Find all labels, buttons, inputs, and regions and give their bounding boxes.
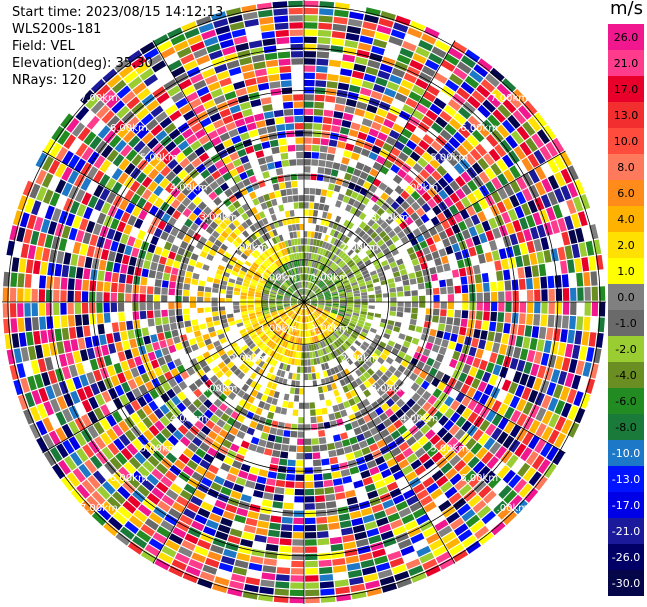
- range-label: 6.00km: [460, 473, 498, 484]
- range-label: 2.00km: [229, 242, 267, 253]
- header-info: Start time: 2023/08/15 14:12:13 WLS200s-…: [12, 4, 223, 89]
- colorbar-bin: [608, 414, 644, 440]
- azimuth-spoke: [303, 301, 456, 564]
- colorbar-bin: [608, 232, 644, 258]
- elevation: Elevation(deg): 35.30: [12, 56, 153, 71]
- azimuth-spokes: [2, 0, 606, 604]
- site-name: WLS200s-181: [12, 22, 102, 37]
- range-label: 5.00km: [140, 443, 178, 454]
- colorbar-tick-label: 13.0: [614, 109, 639, 122]
- colorbar-tick-label: 1.0: [617, 265, 635, 278]
- colorbar-tick-label: -1.0: [615, 317, 636, 330]
- range-label: 2.00km: [341, 242, 379, 253]
- range-label: 3.00km: [200, 213, 238, 224]
- colorbar-tick-label: 26.0: [614, 31, 639, 44]
- colorbar-bin: [608, 180, 644, 206]
- velocity-gates: [2, 0, 606, 604]
- range-label: 1.00km: [311, 272, 349, 283]
- range-label: 7.00km: [490, 503, 528, 514]
- colorbar-tick-label: 21.0: [614, 57, 639, 70]
- range-label: 4.00km: [400, 413, 438, 424]
- colorbar-bin: [608, 102, 644, 128]
- colorbar-bin: [608, 258, 644, 284]
- colorbar-bin: [608, 440, 644, 466]
- range-label: 4.00km: [170, 183, 208, 194]
- range-label: 5.00km: [140, 153, 178, 164]
- range-label: 3.00km: [371, 384, 409, 395]
- start-time: Start time: 2023/08/15 14:12:13: [12, 5, 224, 20]
- colorbar-tick-label: -26.0: [612, 551, 640, 564]
- colorbar-tick-label: 17.0: [614, 83, 639, 96]
- colorbar-bin: [608, 50, 644, 76]
- range-label: 1.00km: [259, 272, 297, 283]
- colorbar-bin: [608, 76, 644, 102]
- colorbar-bin: [608, 128, 644, 154]
- range-label: 4.00km: [170, 413, 208, 424]
- colorbar-tick-label: 4.0: [617, 213, 635, 226]
- azimuth-spoke: [303, 40, 456, 303]
- colorbar-bin: [608, 336, 644, 362]
- colorbar-bin: [608, 362, 644, 388]
- range-label: 5.00km: [430, 443, 468, 454]
- range-label: 2.00km: [229, 354, 267, 365]
- colorbar-tick-label: -6.0: [615, 395, 636, 408]
- nrays: NRays: 120: [12, 73, 87, 88]
- range-label: 7.00km: [80, 93, 118, 104]
- range-labels: 1.00km 2.00km 3.00km 4.00km 5.00km 6.00km 7.00…: [80, 93, 528, 514]
- range-label: 7.00km: [80, 503, 118, 514]
- colorbar-bin: [608, 492, 644, 518]
- colorbar-bin: [608, 518, 644, 544]
- colorbar-tick-label: -17.0: [612, 499, 640, 512]
- colorbar-tick-label: 0.0: [617, 291, 635, 304]
- colorbar-tick-label: 10.0: [614, 135, 639, 148]
- azimuth-spoke: [42, 301, 305, 454]
- azimuth-spoke: [152, 301, 305, 564]
- colorbar-bin: [608, 310, 644, 336]
- colorbar-tick-label: -10.0: [612, 447, 640, 460]
- colorbar-tick-label: 2.0: [617, 239, 635, 252]
- range-label: 1.00km: [259, 324, 297, 335]
- azimuth-spoke: [303, 150, 566, 303]
- colorbar-tick-label: -21.0: [612, 525, 640, 538]
- range-label: 5.00km: [430, 153, 468, 164]
- colorbar-tick-label: -13.0: [612, 473, 640, 486]
- range-label: 4.00km: [400, 183, 438, 194]
- colorbar-tick-label: -30.0: [612, 577, 640, 590]
- colorbar-bin: [608, 24, 644, 50]
- range-label: 1.00km: [311, 324, 349, 335]
- colorbar-unit: m/s: [610, 0, 643, 19]
- range-label: 6.00km: [110, 473, 148, 484]
- colorbar-bin: [608, 388, 644, 414]
- range-label: 3.00km: [371, 213, 409, 224]
- colorbar-bin: [608, 570, 644, 596]
- azimuth-spoke: [303, 301, 566, 454]
- field-name: Field: VEL: [12, 39, 75, 54]
- azimuth-spoke: [42, 150, 305, 303]
- range-label: 3.00km: [200, 384, 238, 395]
- colorbar-bin: [608, 544, 644, 570]
- colorbar-tick-label: 8.0: [617, 161, 635, 174]
- colorbar-tick-label: -8.0: [615, 421, 636, 434]
- range-label: 6.00km: [110, 123, 148, 134]
- range-label: 7.00km: [490, 93, 528, 104]
- colorbar-tick-label: 6.0: [617, 187, 635, 200]
- colorbar-bin: [608, 284, 644, 310]
- range-label: 6.00km: [460, 123, 498, 134]
- colorbar-bin: [608, 206, 644, 232]
- colorbar-tick-label: -4.0: [615, 369, 636, 382]
- range-label: 2.00km: [341, 354, 379, 365]
- azimuth-spoke: [152, 40, 305, 303]
- colorbar-bin: [608, 154, 644, 180]
- colorbar-tick-label: -2.0: [615, 343, 636, 356]
- colorbar-bin: [608, 466, 644, 492]
